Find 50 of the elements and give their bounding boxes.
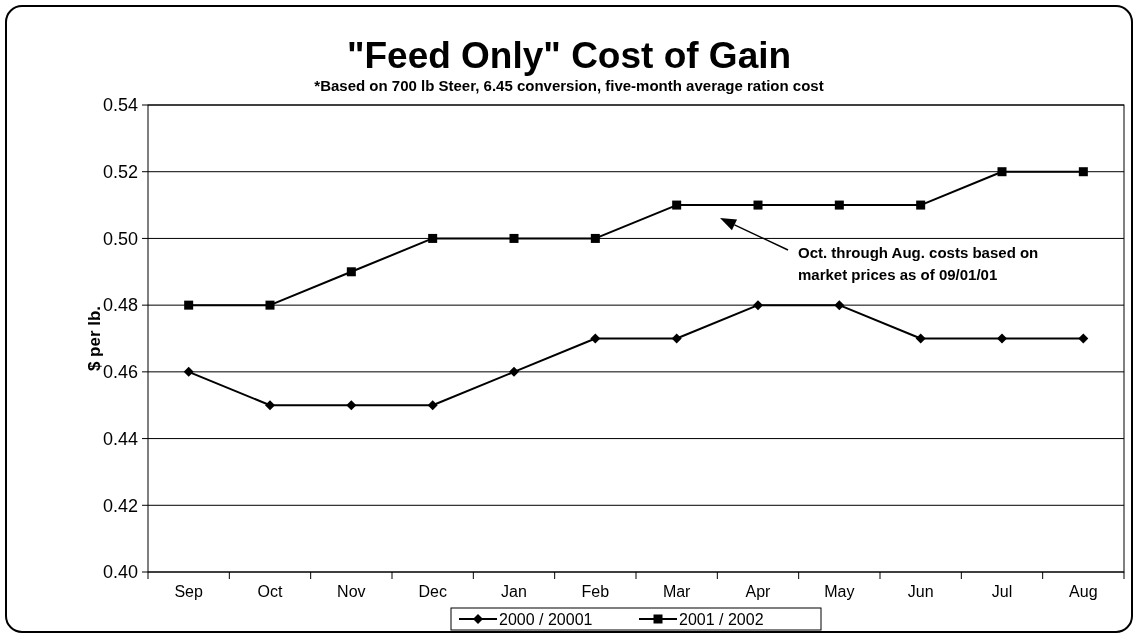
x-tick-label: Jul — [991, 583, 1013, 600]
y-tick-label: 0.52 — [102, 162, 138, 183]
annotation: Oct. through Aug. costs based on market prices as of 09/01/01 — [798, 244, 1039, 283]
point — [509, 233, 519, 243]
x-tick-label: Jan — [501, 583, 527, 600]
point — [184, 300, 194, 310]
point — [590, 333, 601, 344]
point — [1078, 167, 1088, 177]
point — [265, 300, 275, 310]
y-tick-label: 0.44 — [102, 428, 138, 449]
point — [916, 200, 926, 210]
y-tick-label: 0.40 — [102, 562, 138, 583]
point — [590, 233, 600, 243]
y-tick-label: 0.50 — [102, 228, 138, 249]
point — [834, 200, 844, 210]
x-tick-label: May — [824, 583, 855, 600]
point — [265, 400, 275, 411]
y-axis-title: $ per lb. — [85, 305, 104, 372]
point — [346, 400, 357, 411]
chart-title: "Feed Only" Cost of Gain — [346, 35, 792, 76]
x-tick-label: Mar — [662, 583, 692, 600]
point — [672, 200, 682, 210]
x-tick-label: Nov — [337, 583, 366, 600]
point — [1078, 333, 1089, 344]
y-tick-label: 0.48 — [102, 295, 138, 316]
x-tick-label: Apr — [745, 583, 772, 600]
legend-label: 2001 / 2002 — [679, 610, 764, 628]
x-tick-label: Aug — [1069, 583, 1098, 600]
chart-subtitle: *Based on 700 lb Steer, 6.45 conversion, five-month average ration cost — [314, 77, 824, 94]
point — [183, 366, 194, 377]
point — [753, 300, 763, 311]
y-tick-label: 0.42 — [102, 495, 138, 516]
legend-label: 2000 / 20001 — [499, 610, 593, 628]
x-tick-label: Sep — [174, 583, 203, 600]
point — [997, 167, 1007, 177]
point — [346, 267, 356, 277]
y-tick-label: 0.46 — [102, 362, 138, 383]
point — [997, 333, 1007, 344]
point — [915, 333, 926, 344]
point — [428, 233, 438, 243]
x-tick-label: Dec — [418, 583, 447, 600]
x-tick-label: Jun — [907, 583, 934, 600]
point — [834, 300, 845, 311]
point — [671, 333, 682, 344]
point — [509, 366, 519, 377]
x-tick-label: Feb — [581, 583, 610, 600]
point — [753, 200, 763, 210]
point — [427, 400, 438, 411]
y-tick-label: 0.54 — [102, 95, 138, 116]
x-tick-label: Oct — [257, 583, 283, 600]
